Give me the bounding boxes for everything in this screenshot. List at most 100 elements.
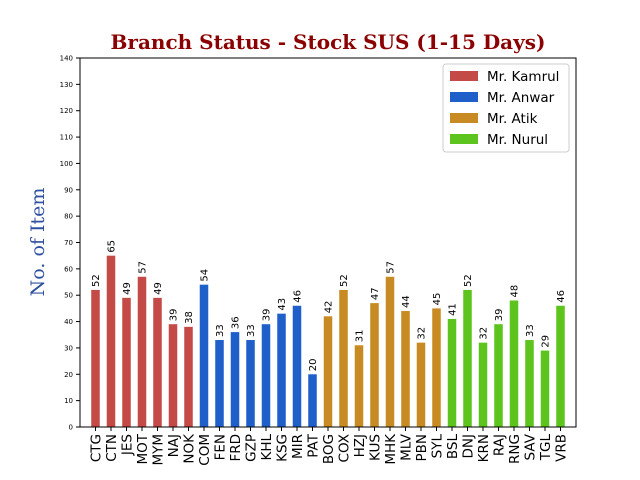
x-tick-label: CTG	[89, 434, 105, 462]
legend-box	[442, 63, 570, 153]
x-tick-label: PBN	[414, 434, 430, 462]
y-tick-label: 40	[64, 318, 73, 326]
bar-raj	[494, 324, 503, 427]
y-tick-label: 30	[64, 344, 73, 352]
bar-jes	[122, 297, 131, 427]
legend-label: Mr. Kamrul	[487, 69, 559, 85]
bar-ctg	[91, 289, 100, 427]
y-tick-label: 80	[64, 213, 73, 221]
data-label: 52	[339, 274, 350, 287]
data-label: 33	[246, 324, 257, 337]
legend-swatch	[450, 113, 478, 123]
data-label: 49	[153, 282, 164, 295]
x-tick-label: DNJ	[461, 434, 477, 458]
bar-cox	[339, 289, 348, 427]
x-tick-label: FRD	[228, 434, 244, 462]
data-label: 32	[479, 327, 490, 340]
x-tick-label: MLV	[399, 433, 415, 461]
data-label: 20	[308, 359, 319, 372]
x-tick-label: SAV	[523, 433, 539, 460]
legend-label: Mr. Anwar	[487, 90, 555, 106]
data-label: 41	[448, 303, 459, 316]
x-tick-label: NOK	[182, 433, 198, 464]
y-axis: 0 10 20 30 40 50 60 70 80 90 100 110 120 130 140	[60, 55, 80, 432]
x-tick-label: MYM	[151, 434, 167, 466]
chart-title: Branch Status - Stock SUS (1-15 Days)	[111, 30, 546, 54]
data-label: 65	[107, 240, 118, 253]
data-label: 48	[510, 285, 521, 298]
y-tick-label: 140	[60, 55, 73, 63]
data-label: 39	[494, 308, 505, 321]
x-tick-label: MIR	[290, 434, 306, 459]
x-tick-label: KHL	[259, 434, 275, 461]
bar-kus	[370, 303, 379, 427]
x-tick-label: CTN	[104, 434, 120, 462]
data-label: 43	[277, 298, 288, 311]
bar-khl	[261, 324, 271, 427]
data-label: 29	[541, 335, 552, 348]
bar-fen	[215, 340, 224, 427]
x-tick-label: VRB	[554, 434, 570, 462]
legend-swatch	[450, 134, 478, 144]
data-label: 52	[91, 274, 102, 287]
bar-tgl	[540, 350, 550, 427]
bar-vrb	[556, 305, 565, 427]
x-tick-label: COM	[197, 434, 213, 466]
bar-mhk	[385, 276, 395, 427]
data-label: 52	[463, 274, 474, 287]
bars	[91, 255, 565, 427]
bar-syl	[432, 308, 441, 427]
bar-bog	[323, 316, 333, 427]
data-label: 36	[231, 316, 242, 329]
data-label: 49	[122, 282, 133, 295]
x-tick-label: COX	[337, 434, 353, 462]
data-label: 45	[432, 293, 443, 306]
data-label: 33	[215, 324, 226, 337]
legend-swatch	[450, 92, 478, 102]
x-tick-label: HZJ	[352, 434, 368, 457]
x-tick-label: JES	[120, 434, 136, 456]
legend-label: Mr. Nurul	[487, 132, 548, 148]
legend-swatch	[450, 71, 478, 81]
x-tick-label: NAJ	[166, 434, 182, 457]
legend-label: Mr. Atik	[487, 111, 538, 127]
bar-pbn	[416, 342, 426, 427]
data-label: 57	[138, 261, 149, 274]
x-tick-label: RNG	[507, 434, 523, 464]
x-tick-label: MOT	[135, 433, 151, 464]
y-tick-label: 50	[64, 292, 73, 300]
bar-ctn	[106, 255, 116, 427]
data-label: 39	[262, 308, 273, 321]
bar-nok	[184, 326, 193, 427]
legend: Mr. Kamrul Mr. Anwar Mr. Atik Mr. Nurul	[442, 63, 570, 153]
data-label: 32	[417, 327, 428, 340]
bar-sav	[525, 340, 534, 427]
x-tick-label: MHK	[383, 433, 399, 465]
bar-naj	[168, 324, 178, 427]
data-label: 31	[355, 330, 366, 343]
y-tick-label: 130	[60, 81, 73, 89]
data-label: 47	[370, 287, 381, 300]
bar-mir	[292, 305, 302, 427]
y-axis-label: No. of Item	[27, 188, 49, 297]
bar-frd	[230, 332, 240, 427]
x-tick-label: TGL	[538, 434, 554, 462]
data-label: 39	[169, 308, 180, 321]
y-tick-label: 120	[60, 107, 73, 115]
data-label: 44	[401, 295, 412, 308]
bar-ksg	[277, 313, 286, 427]
data-label: 57	[386, 261, 397, 274]
y-tick-label: 60	[64, 265, 73, 273]
x-tick-label: FEN	[213, 434, 229, 460]
bar-mym	[153, 297, 162, 427]
data-labels: 52 65 49 57 49 39 38 54 33 36 33 39 43 46 20 42 52 31 47 57…	[91, 240, 567, 371]
bar-gzp	[246, 340, 255, 427]
x-tick-label: BSL	[445, 434, 461, 460]
bar-mlv	[401, 311, 410, 427]
x-tick-label: KRN	[476, 434, 492, 462]
data-label: 46	[556, 290, 567, 303]
data-label: 33	[525, 324, 536, 337]
bar-hzj	[354, 345, 364, 427]
data-label: 54	[200, 269, 211, 282]
y-tick-label: 0	[69, 424, 73, 432]
